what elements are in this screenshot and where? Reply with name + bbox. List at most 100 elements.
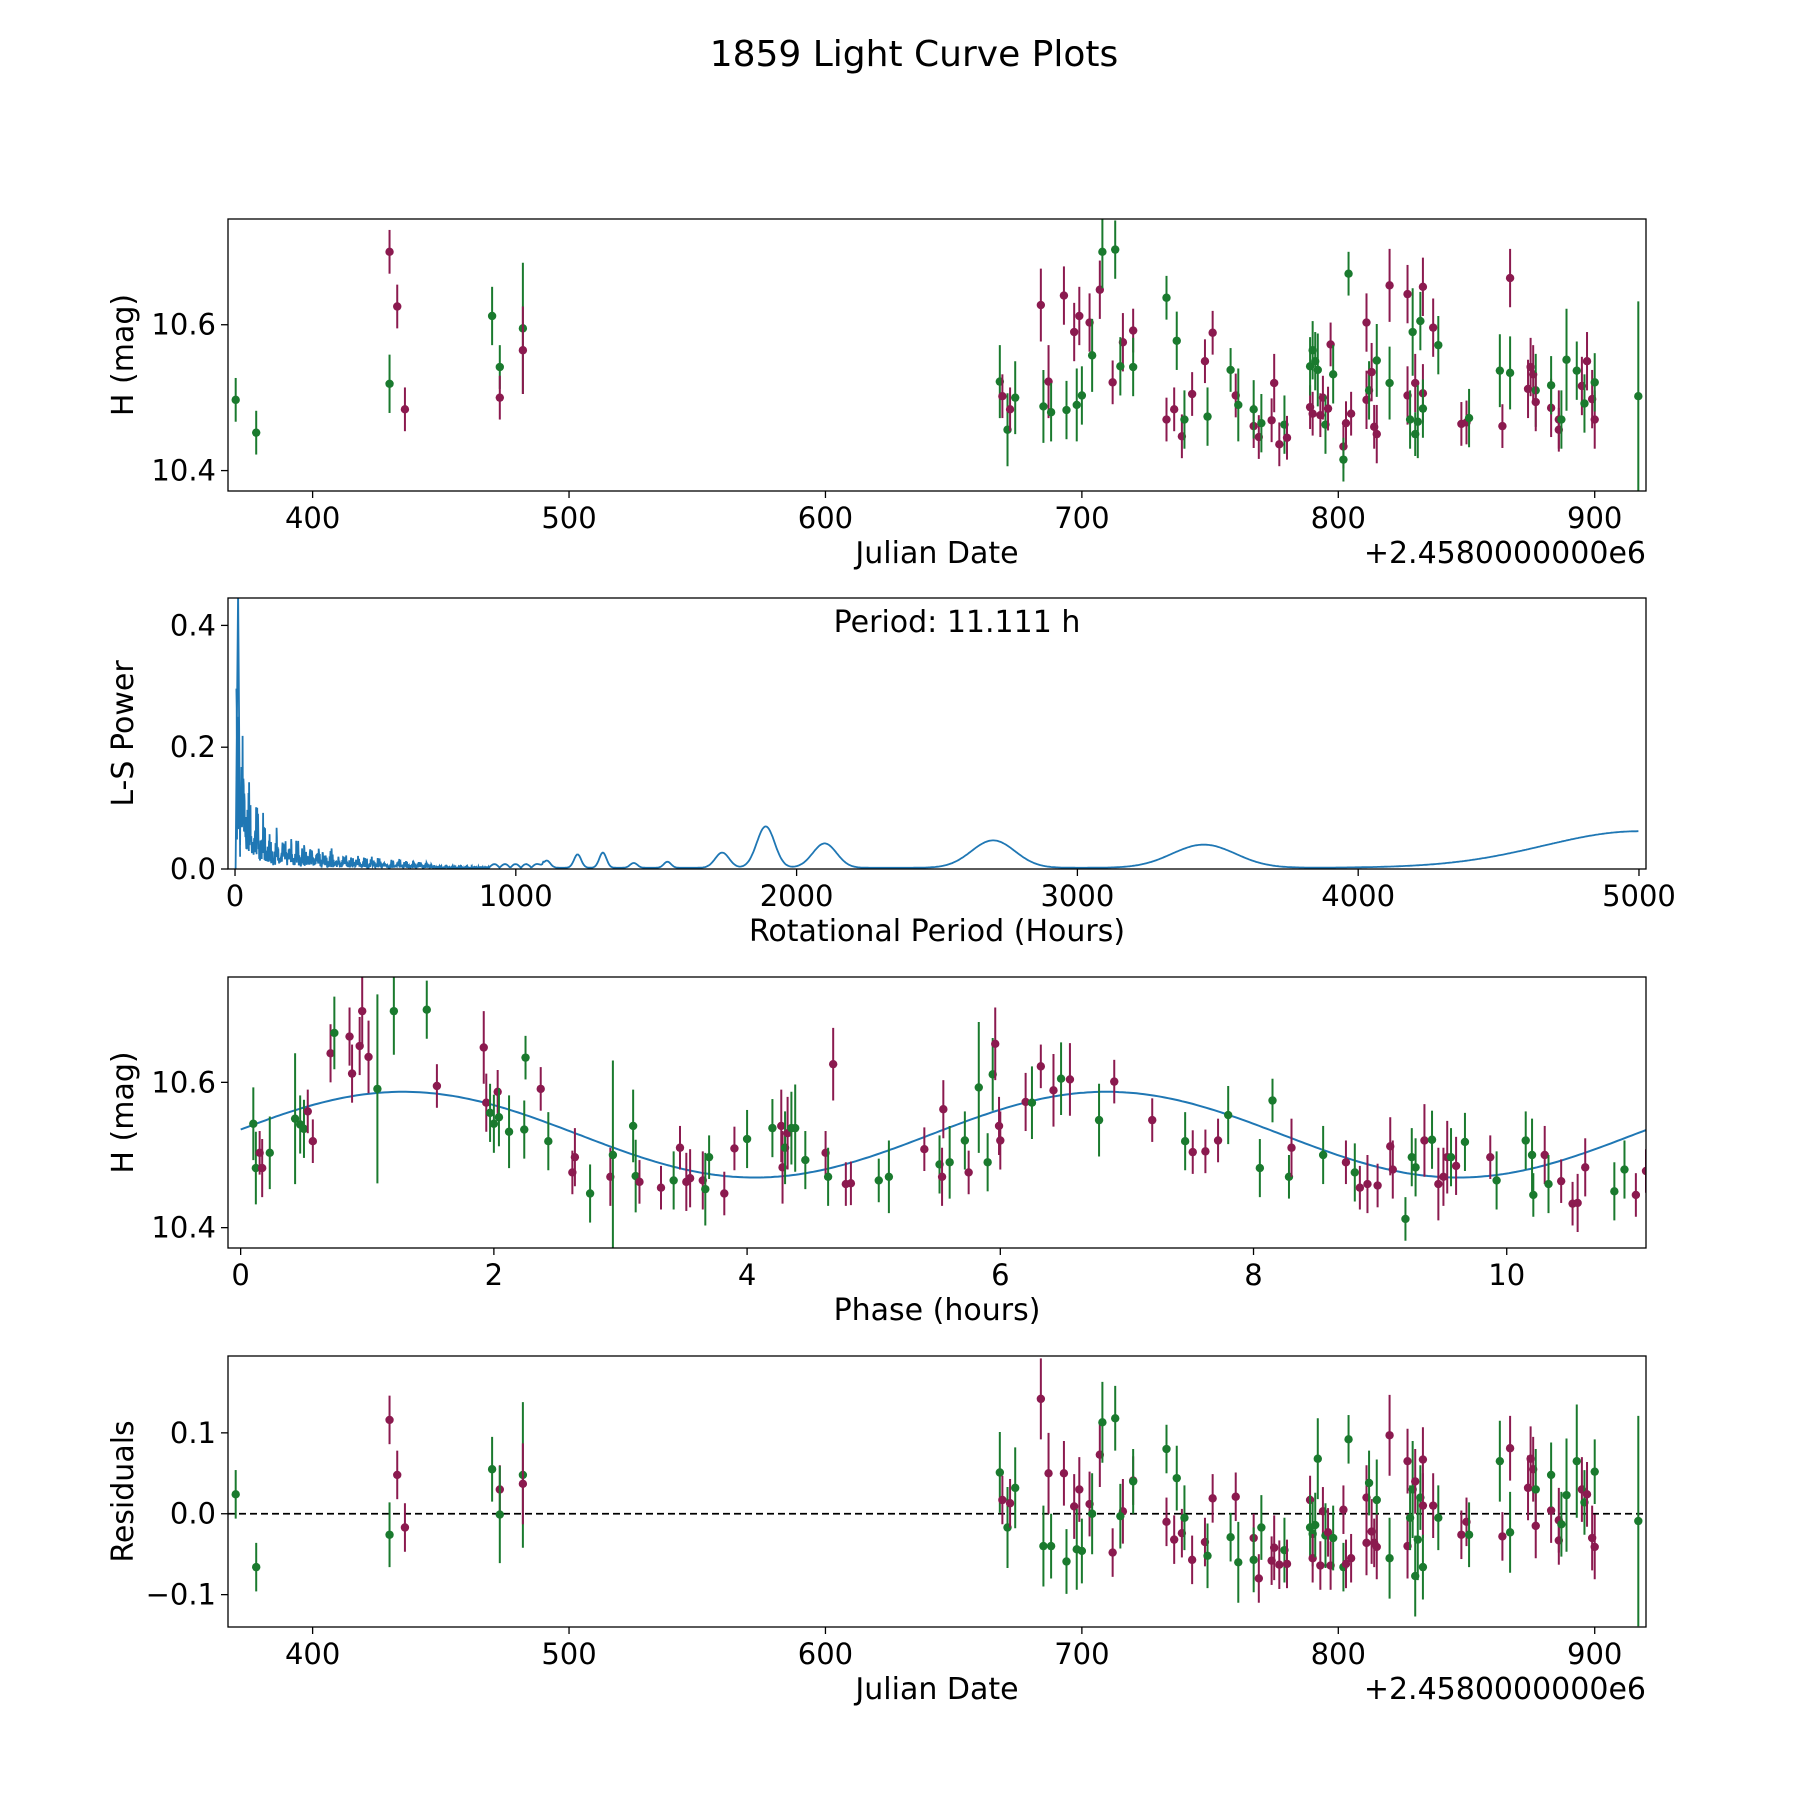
data-point xyxy=(1505,1415,1515,1481)
data-point xyxy=(1172,311,1181,370)
data-marker xyxy=(846,1179,856,1188)
data-marker xyxy=(1590,415,1599,424)
data-point xyxy=(521,1035,530,1080)
data-marker xyxy=(742,1134,752,1144)
y-tick-label: 0.0 xyxy=(170,852,216,886)
data-point xyxy=(1269,353,1279,413)
data-point xyxy=(791,1084,800,1172)
data-marker xyxy=(1460,1137,1470,1147)
data-marker xyxy=(1254,1574,1264,1583)
data-marker xyxy=(1590,1542,1599,1552)
data-point xyxy=(974,1022,983,1153)
data-point xyxy=(828,1027,838,1101)
data-marker xyxy=(1077,391,1087,400)
data-point xyxy=(231,377,240,422)
data-marker xyxy=(1162,293,1171,302)
data-marker xyxy=(1546,1506,1556,1515)
data-point xyxy=(1610,1162,1619,1221)
data-point xyxy=(1056,1042,1066,1116)
data-marker xyxy=(1505,1528,1515,1537)
data-point xyxy=(720,1171,729,1216)
data-marker xyxy=(1531,1485,1540,1494)
data-marker xyxy=(1282,1559,1292,1569)
data-marker xyxy=(1011,393,1020,402)
data-point xyxy=(1590,1439,1599,1505)
data-point xyxy=(1128,337,1138,397)
data-point xyxy=(1108,1528,1117,1577)
data-point xyxy=(400,387,410,432)
data-marker xyxy=(704,1152,714,1162)
data-marker xyxy=(1049,1086,1058,1095)
data-point xyxy=(1172,1445,1181,1511)
data-point xyxy=(1372,324,1381,397)
data-marker xyxy=(1407,1152,1416,1162)
data-point xyxy=(1062,1529,1071,1594)
data-point xyxy=(1344,1415,1353,1464)
data-marker xyxy=(730,1144,739,1153)
data-marker xyxy=(1439,1172,1448,1181)
data-point xyxy=(1267,398,1276,443)
data-point xyxy=(1046,383,1056,442)
x-tick-label: 0 xyxy=(226,879,244,913)
data-point xyxy=(1407,1128,1416,1187)
x-axis-label: Julian Date xyxy=(853,1672,1018,1707)
data-marker xyxy=(493,1087,502,1096)
data-point xyxy=(1059,1440,1069,1506)
data-marker xyxy=(1355,1183,1365,1192)
data-point xyxy=(1498,1512,1507,1561)
data-point xyxy=(251,1131,261,1205)
y-tick-label: 0.1 xyxy=(170,1416,216,1450)
data-marker xyxy=(1505,1444,1515,1453)
data-point xyxy=(1562,1438,1571,1552)
data-marker xyxy=(1255,1163,1265,1173)
data-point xyxy=(1269,1515,1279,1581)
data-point xyxy=(1505,336,1515,410)
data-point xyxy=(1328,1505,1338,1571)
data-marker xyxy=(1418,1455,1428,1464)
data-marker xyxy=(828,1059,838,1069)
data-marker xyxy=(1111,1414,1120,1423)
data-point xyxy=(1411,353,1420,413)
data-point xyxy=(1128,1449,1138,1514)
data-marker xyxy=(487,1465,497,1474)
data-marker xyxy=(1367,367,1376,377)
data-point xyxy=(1231,1472,1240,1522)
data-point xyxy=(1039,1505,1048,1587)
data-point xyxy=(1077,1518,1087,1584)
data-point xyxy=(290,1053,300,1185)
data-point xyxy=(299,1099,309,1158)
data-marker xyxy=(974,1083,983,1092)
data-marker xyxy=(1521,1136,1530,1145)
x-tick-label: 0 xyxy=(231,1258,249,1292)
data-point xyxy=(1634,1415,1643,1627)
data-point xyxy=(518,1443,528,1525)
data-marker xyxy=(1505,368,1515,378)
data-marker xyxy=(1416,316,1425,326)
data-marker xyxy=(1486,1152,1495,1162)
data-point xyxy=(1065,1043,1075,1116)
data-marker xyxy=(1446,1152,1456,1162)
plot-area xyxy=(240,977,1646,1248)
data-point xyxy=(308,1119,318,1163)
data-marker xyxy=(1116,362,1125,371)
data-point xyxy=(1531,1493,1540,1559)
data-marker xyxy=(345,1032,354,1041)
data-point xyxy=(801,1131,810,1190)
data-marker xyxy=(1201,1147,1210,1156)
data-point xyxy=(1226,348,1235,392)
data-point xyxy=(937,1147,947,1206)
data-point xyxy=(1641,1149,1646,1193)
data-point xyxy=(265,1116,274,1190)
data-point xyxy=(1540,1125,1549,1185)
data-point xyxy=(1087,1473,1097,1555)
data-marker xyxy=(1413,417,1422,426)
data-marker xyxy=(1128,362,1138,372)
data-marker xyxy=(432,1081,442,1091)
data-point xyxy=(1162,275,1171,320)
data-point xyxy=(1631,1173,1641,1217)
data-point xyxy=(1208,1474,1217,1523)
data-marker xyxy=(1069,1502,1079,1511)
data-point xyxy=(628,1089,638,1163)
data-point xyxy=(1418,1534,1428,1600)
data-marker xyxy=(1572,1456,1581,1466)
